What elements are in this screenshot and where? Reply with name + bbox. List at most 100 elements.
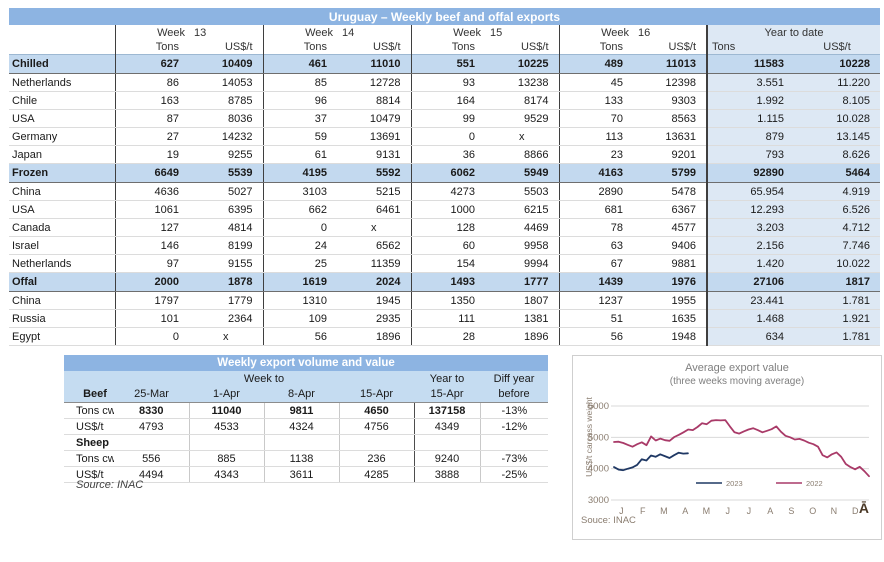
- value-cell: 65.954: [706, 182, 794, 201]
- source-note: Source: INAC: [76, 479, 144, 491]
- value-cell: 9958: [485, 236, 559, 255]
- ytd-header: Year to date: [705, 25, 881, 40]
- value-cell: 163: [114, 91, 189, 110]
- unit-usdt: US$/t: [668, 41, 696, 53]
- value-cell: 5592: [337, 163, 411, 183]
- date-col: 25-Mar: [114, 386, 189, 403]
- unit-usdt: US$/t: [372, 41, 401, 53]
- value-cell: 23: [558, 145, 633, 164]
- value-cell: 1.468: [706, 309, 794, 328]
- value-cell: 9881: [633, 254, 707, 273]
- value-cell: 11013: [633, 54, 707, 74]
- x-tick-label: J: [725, 506, 730, 516]
- value-cell: 6395: [189, 200, 263, 219]
- weekly-table-title: Weekly export volume and value: [64, 355, 549, 371]
- value-cell: 96: [262, 91, 337, 110]
- value-cell: 9155: [189, 254, 263, 273]
- y-tick-label: 5000: [588, 432, 609, 443]
- unit-tons: Tons: [410, 40, 485, 55]
- unit-tons: Tons: [262, 40, 337, 55]
- value-cell: 11583: [706, 54, 794, 74]
- x-tick-label: M: [660, 506, 668, 516]
- value-cell: 19: [114, 145, 189, 164]
- series-2023: [613, 451, 689, 472]
- value-cell: 28: [410, 327, 485, 346]
- value-cell: [188, 434, 264, 451]
- value-cell: 113: [558, 127, 633, 146]
- value-cell: 1896: [485, 327, 559, 346]
- x-tick-label: F: [640, 506, 646, 516]
- value-cell: 1310: [262, 291, 337, 310]
- chart-title: Average export value: [685, 362, 789, 374]
- week-label: Week: [410, 25, 485, 40]
- value-cell: 4273: [410, 182, 485, 201]
- row-label: Netherlands: [9, 73, 115, 92]
- value-cell: 8814: [337, 91, 411, 110]
- row-label: Canada: [9, 218, 115, 237]
- value-cell: 56: [262, 327, 337, 346]
- country-row: Egypt 0 x 56 1896 28 1896 56 1948 634 1.781: [9, 327, 881, 346]
- value-cell: 6062: [410, 163, 485, 183]
- value-cell: 1896: [337, 327, 411, 346]
- value-cell: 6649: [114, 163, 189, 183]
- value-cell: 5949: [485, 163, 559, 183]
- week-number: 16: [638, 26, 651, 39]
- x-tick-label: N: [831, 506, 838, 516]
- value-cell: 1.781: [794, 291, 881, 310]
- value-cell: 78: [558, 218, 633, 237]
- value-cell: -73%: [479, 450, 549, 467]
- value-cell: 10225: [485, 54, 559, 74]
- row-label: USA: [9, 109, 115, 128]
- row-label: Tons cwt: [64, 402, 114, 419]
- value-cell: 4285: [338, 466, 414, 483]
- value-cell: 4343: [188, 466, 264, 483]
- value-cell: 1807: [485, 291, 559, 310]
- x-tick-label: A: [767, 506, 773, 516]
- value-cell: 793: [706, 145, 794, 164]
- table-title-row: Uruguay – Weekly beef and offal exports: [9, 8, 881, 25]
- value-cell: 1.781: [794, 327, 881, 346]
- value-cell: 1878: [189, 272, 263, 292]
- country-row: China 1797 1779 1310 1945 1350 1807 1237 1955 23.…: [9, 291, 881, 310]
- value-cell: 551: [410, 54, 485, 74]
- line-chart: 6000 5000 4000 3000 J F M A M J J A S O N D 2023 2022: [588, 401, 870, 516]
- value-cell: 6461: [337, 200, 411, 219]
- date-col: 1-Apr: [189, 386, 264, 403]
- value-cell: [263, 434, 339, 451]
- row-label: Chile: [9, 91, 115, 110]
- value-cell: 6562: [337, 236, 411, 255]
- value-cell: 10228: [794, 54, 881, 74]
- x-tick-label: D: [852, 506, 859, 516]
- value-cell: 4349: [413, 418, 480, 435]
- value-cell: 10.028: [794, 109, 881, 128]
- value-cell: 11.220: [794, 73, 881, 92]
- y-tick-label: 4000: [588, 464, 609, 475]
- value-cell: 13238: [485, 73, 559, 92]
- value-cell: 1777: [485, 272, 559, 292]
- country-row: China 4636 5027 3103 5215 4273 5503 2890 5478 65.…: [9, 182, 881, 201]
- value-cell: 93: [410, 73, 485, 92]
- value-cell: 6367: [633, 200, 707, 219]
- country-row: Canada 127 4814 0 x 128 4469 78 4577 3.203 4.712: [9, 218, 881, 237]
- value-cell: 8330: [114, 402, 189, 419]
- value-cell: 36: [410, 145, 485, 164]
- table-row: Tons cwt83301104098114650137158-13%: [64, 402, 549, 419]
- legend-label: 2022: [806, 479, 823, 488]
- row-label: Frozen: [9, 163, 115, 183]
- value-cell: 2.156: [706, 236, 794, 255]
- row-label: US$/t: [64, 466, 114, 483]
- value-cell: 11359: [337, 254, 411, 273]
- value-cell: 111: [410, 309, 485, 328]
- value-cell: 4577: [633, 218, 707, 237]
- value-cell: [114, 434, 189, 451]
- unit-tons: Tons: [706, 40, 794, 55]
- value-cell: 5215: [337, 182, 411, 201]
- value-cell: 12728: [337, 73, 411, 92]
- value-cell: 5799: [633, 163, 707, 183]
- value-cell: 109: [262, 309, 337, 328]
- value-cell: 92890: [706, 163, 794, 183]
- value-cell: -12%: [479, 418, 549, 435]
- country-row: Netherlands 86 14053 85 12728 93 13238 45 12398 3…: [9, 73, 881, 92]
- value-cell: 9201: [633, 145, 707, 164]
- value-cell: 56: [558, 327, 633, 346]
